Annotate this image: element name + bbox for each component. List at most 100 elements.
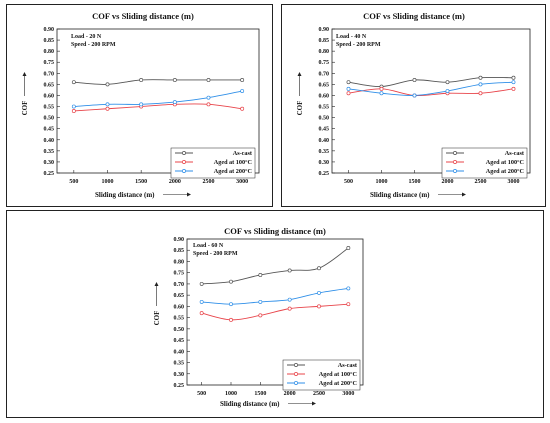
x-tick-label: 2000 (169, 179, 181, 185)
plot-frame (331, 28, 531, 174)
y-tick-label: 0.75 (319, 60, 330, 66)
data-point (105, 106, 110, 111)
y-axis-label: COF (153, 311, 161, 326)
data-point (287, 297, 292, 302)
x-tick-label: 500 (197, 391, 206, 397)
chart-panel-60n: COF vs Sliding distance (m) 0.25 0.30 0.35 0… (6, 210, 544, 418)
series-line-2 (73, 90, 243, 107)
y-tick-label: 0.90 (174, 237, 185, 243)
y-tick-label: 0.90 (44, 27, 55, 33)
x-tick-label: 2500 (203, 179, 215, 185)
plot-frame (186, 238, 364, 386)
y-tick-label: 0.35 (319, 149, 330, 155)
y-tick-label: 0.30 (174, 372, 185, 378)
y-tick-label: 0.85 (44, 38, 55, 44)
y-tick-label: 0.55 (319, 105, 330, 111)
legend-label: As-cast (505, 150, 525, 157)
series-line-1 (201, 303, 349, 321)
data-point (229, 302, 233, 307)
series-line-0 (73, 79, 243, 85)
data-point (172, 100, 177, 105)
chart-title: COF vs Sliding distance (m) (363, 11, 465, 21)
data-point (511, 86, 516, 91)
data-point (172, 78, 177, 82)
x-tick-label: 500 (69, 179, 78, 185)
y-tick-label: 0.65 (44, 82, 55, 88)
data-point (445, 89, 450, 93)
chart-title: COF vs Sliding distance (m) (224, 226, 326, 236)
data-point (511, 75, 516, 80)
series-line-1 (73, 103, 243, 112)
x-axis-label: Sliding distance (m) (370, 191, 430, 199)
y-tick-label: 0.80 (319, 49, 330, 55)
data-point (199, 311, 204, 316)
data-point (240, 89, 245, 93)
y-tick-label: 0.35 (174, 361, 185, 367)
y-tick-label: 0.30 (44, 160, 55, 166)
legend-label: Aged at 100°C (214, 159, 252, 166)
y-axis-arrow-head (154, 282, 159, 286)
legend-marker (294, 381, 298, 385)
x-axis-label: Sliding distance (m) (95, 191, 155, 199)
data-point (139, 102, 144, 107)
data-point (258, 299, 263, 304)
data-point (317, 304, 321, 309)
y-tick-label: 0.25 (44, 171, 55, 177)
y-tick-label: 0.50 (174, 327, 185, 333)
data-point (199, 299, 204, 304)
legend-marker (453, 151, 457, 155)
y-tick-label: 0.60 (174, 304, 185, 310)
load-speed-note: Speed - 200 RPM (336, 42, 381, 48)
x-tick-label: 3000 (342, 391, 354, 397)
y-tick-label: 0.70 (44, 71, 55, 77)
data-point (240, 78, 245, 82)
data-point (346, 80, 351, 85)
data-point (478, 75, 483, 80)
plot-frame (56, 28, 260, 174)
x-tick-label: 1500 (409, 179, 421, 185)
data-point (478, 91, 483, 96)
y-tick-label: 0.50 (44, 116, 55, 122)
y-tick-label: 0.60 (44, 93, 55, 99)
data-point (105, 102, 110, 107)
y-tick-label: 0.45 (174, 338, 185, 344)
y-tick-label: 0.85 (174, 248, 185, 254)
legend-label: As-cast (233, 150, 253, 157)
y-tick-label: 0.55 (174, 316, 185, 322)
y-tick-label: 0.80 (174, 259, 185, 265)
x-tick-label: 1000 (225, 391, 237, 397)
legend-marker (182, 169, 186, 173)
chart-panel-20n: COF vs Sliding distance (m) 0.25 0.30 0.35 0… (6, 4, 273, 207)
y-tick-label: 0.75 (174, 271, 185, 277)
x-tick-label: 3000 (236, 179, 248, 185)
data-point (346, 246, 351, 250)
series-line-0 (348, 76, 514, 88)
data-point (445, 80, 450, 85)
chart-title: COF vs Sliding distance (m) (92, 11, 194, 21)
y-tick-label: 0.70 (319, 71, 330, 77)
load-speed-note: Speed - 200 RPM (71, 42, 116, 48)
data-point (346, 286, 351, 291)
data-point (139, 78, 144, 82)
data-point (346, 91, 351, 96)
y-tick-label: 0.90 (319, 27, 330, 33)
chart-20n-svg: COF vs Sliding distance (m) 0.25 0.30 0.35 0… (21, 11, 260, 199)
y-tick-label: 0.50 (319, 116, 330, 122)
load-speed-note: Load - 60 N (193, 243, 224, 249)
y-axis-label: COF (296, 101, 304, 116)
data-point (379, 86, 384, 91)
y-axis-label: COF (21, 101, 29, 116)
data-point (199, 281, 204, 286)
load-speed-note: Load - 40 N (336, 34, 367, 40)
y-tick-label: 0.65 (174, 293, 185, 299)
data-point (206, 78, 211, 82)
y-tick-label: 0.75 (44, 60, 55, 66)
chart-60n-svg: COF vs Sliding distance (m) 0.25 0.30 0.35 0… (153, 226, 364, 408)
data-point (317, 290, 321, 295)
x-tick-label: 3000 (508, 179, 520, 185)
data-point (206, 95, 211, 100)
y-tick-label: 0.80 (44, 49, 55, 55)
data-point (71, 104, 76, 109)
data-point (317, 266, 321, 271)
y-tick-label: 0.45 (44, 127, 55, 133)
